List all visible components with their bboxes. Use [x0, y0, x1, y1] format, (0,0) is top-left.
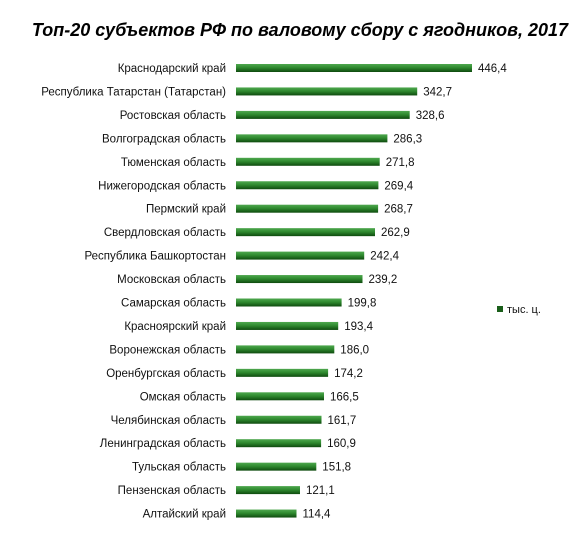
bar: [236, 439, 322, 448]
bar: [236, 134, 388, 143]
value-label: 239,2: [369, 274, 398, 286]
legend: тыс. ц.: [497, 304, 541, 316]
value-label: 160,9: [327, 438, 356, 450]
bar: [236, 251, 365, 260]
category-label: Оренбургская область: [106, 368, 226, 380]
category-label: Челябинская область: [111, 415, 226, 427]
category-label: Красноярский край: [124, 321, 226, 333]
value-label: 242,4: [370, 251, 399, 263]
value-label: 186,0: [340, 344, 369, 356]
bar: [236, 486, 300, 495]
value-label: 328,6: [416, 110, 445, 122]
category-label: Омская область: [140, 391, 226, 403]
bar: [236, 321, 339, 330]
category-label: Нижегородская область: [98, 180, 226, 192]
value-label: 286,3: [393, 133, 422, 145]
value-label: 166,5: [330, 391, 359, 403]
bar: [236, 462, 317, 471]
category-label: Свердловская область: [104, 227, 226, 239]
category-label: Волгоградская область: [102, 133, 226, 145]
bar: [236, 204, 379, 213]
bar: [236, 157, 380, 166]
category-label: Тульская область: [132, 462, 226, 474]
bar: [236, 87, 418, 96]
value-label: 262,9: [381, 227, 410, 239]
category-label: Ростовская область: [120, 110, 226, 122]
legend-swatch: [497, 306, 503, 312]
value-label: 199,8: [348, 298, 377, 310]
value-label: 271,8: [386, 157, 415, 169]
bar: [236, 64, 472, 72]
value-label: 114,4: [303, 509, 332, 521]
category-label: Пермский край: [146, 204, 226, 216]
bar: [236, 228, 375, 237]
category-label: Алтайский край: [143, 509, 226, 521]
value-label: 193,4: [344, 321, 373, 333]
chart-title: Топ-20 субъектов РФ по валовому сбору с …: [32, 20, 569, 40]
bars-group: Краснодарский край 446,4 Республика Татарс…: [41, 63, 507, 521]
value-label: 174,2: [334, 368, 363, 380]
bar: [236, 392, 324, 401]
value-label: 269,4: [384, 180, 413, 192]
bar: [236, 181, 379, 190]
category-label: Республика Башкортостан: [84, 251, 226, 263]
value-label: 446,4: [478, 63, 507, 75]
category-label: Краснодарский край: [118, 63, 226, 75]
category-label: Московская область: [117, 274, 226, 286]
category-label: Тюменская область: [121, 157, 226, 169]
bar: [236, 110, 410, 119]
category-label: Самарская область: [121, 298, 226, 310]
bar: [236, 415, 322, 424]
value-label: 342,7: [423, 86, 452, 98]
category-label: Пензенская область: [118, 485, 226, 497]
category-label: Ленинградская область: [100, 438, 226, 450]
bar: [236, 298, 342, 307]
value-label: 151,8: [322, 462, 351, 474]
category-label: Воронежская область: [109, 344, 226, 356]
category-label: Республика Татарстан (Татарстан): [41, 86, 226, 98]
legend-label: тыс. ц.: [507, 304, 541, 316]
bar: [236, 509, 297, 518]
bar: [236, 275, 363, 284]
bar: [236, 345, 335, 354]
bar: [236, 368, 329, 377]
value-label: 268,7: [384, 204, 413, 216]
value-label: 161,7: [328, 415, 357, 427]
value-label: 121,1: [306, 485, 335, 497]
